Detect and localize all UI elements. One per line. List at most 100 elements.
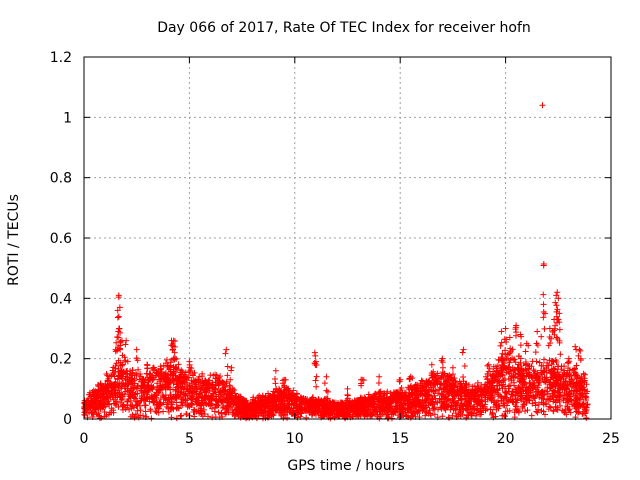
data-point	[366, 408, 373, 415]
data-point	[87, 404, 94, 411]
data-point	[511, 382, 518, 389]
data-point	[164, 399, 171, 406]
data-point	[110, 369, 117, 376]
data-point	[178, 367, 185, 374]
data-point	[219, 398, 226, 405]
data-point	[95, 410, 102, 417]
data-point	[548, 357, 555, 364]
data-point	[338, 399, 345, 406]
data-point	[513, 403, 520, 410]
data-point	[133, 346, 140, 353]
data-point	[121, 354, 128, 361]
y-tick-label: 0	[63, 412, 72, 428]
data-point	[583, 407, 590, 414]
data-point	[553, 302, 560, 309]
data-point	[125, 381, 132, 388]
data-point	[362, 398, 369, 405]
data-point	[439, 359, 446, 366]
data-point	[544, 359, 551, 366]
data-point	[544, 396, 551, 403]
data-point	[529, 400, 536, 407]
data-point	[257, 402, 264, 409]
data-point	[239, 405, 246, 412]
data-point	[507, 348, 514, 355]
data-point	[115, 294, 122, 301]
data-point	[471, 383, 478, 390]
data-point	[171, 395, 178, 402]
data-point	[497, 372, 504, 379]
data-point	[583, 381, 590, 388]
data-point	[89, 409, 96, 416]
data-point	[553, 334, 560, 341]
data-point	[112, 379, 119, 386]
data-point	[242, 399, 249, 406]
data-point	[542, 379, 549, 386]
data-point	[155, 369, 162, 376]
data-point	[431, 411, 438, 418]
data-point	[513, 332, 520, 339]
data-point	[171, 343, 178, 350]
data-point	[323, 387, 330, 394]
data-point	[451, 375, 458, 382]
data-point	[365, 391, 372, 398]
data-point	[302, 397, 309, 404]
data-point	[122, 341, 129, 348]
data-point	[377, 413, 384, 420]
data-point	[103, 370, 110, 377]
data-point	[132, 411, 139, 418]
data-point	[104, 393, 111, 400]
data-point	[341, 408, 348, 415]
data-point	[483, 406, 490, 413]
data-point	[123, 337, 130, 344]
data-point	[304, 407, 311, 414]
data-point	[439, 364, 446, 371]
data-point	[395, 398, 402, 405]
data-point	[454, 383, 461, 390]
data-point	[540, 408, 547, 415]
data-point	[218, 409, 225, 416]
data-point	[119, 380, 126, 387]
data-point	[554, 377, 561, 384]
data-point	[501, 364, 508, 371]
data-point	[443, 381, 450, 388]
data-point	[509, 398, 516, 405]
data-point	[293, 396, 300, 403]
data-point	[308, 408, 315, 415]
data-point	[178, 399, 185, 406]
data-point	[117, 329, 124, 336]
data-point	[397, 386, 404, 393]
data-point	[396, 376, 403, 383]
data-point	[134, 382, 141, 389]
data-point	[88, 397, 95, 404]
data-point	[273, 385, 280, 392]
data-point	[510, 399, 517, 406]
data-point	[503, 389, 510, 396]
data-point	[321, 380, 328, 387]
data-point	[494, 386, 501, 393]
data-point	[549, 328, 556, 335]
data-point	[342, 410, 349, 417]
data-point	[455, 392, 462, 399]
data-point	[457, 380, 464, 387]
data-point	[538, 389, 545, 396]
data-point	[456, 406, 463, 413]
data-point	[500, 400, 507, 407]
data-point	[323, 410, 330, 417]
data-point	[142, 408, 149, 415]
data-point	[532, 349, 539, 356]
data-point	[579, 387, 586, 394]
data-point	[393, 395, 400, 402]
data-point	[376, 406, 383, 413]
data-point	[547, 340, 554, 347]
data-point	[138, 397, 145, 404]
data-point	[384, 415, 391, 422]
data-point	[474, 406, 481, 413]
x-tick-label: 25	[602, 431, 620, 447]
data-point	[86, 389, 93, 396]
y-tick-label: 0.6	[50, 231, 72, 247]
data-point	[530, 393, 537, 400]
data-point	[460, 373, 467, 380]
data-point	[114, 314, 121, 321]
data-point	[120, 368, 127, 375]
data-point	[137, 407, 144, 414]
